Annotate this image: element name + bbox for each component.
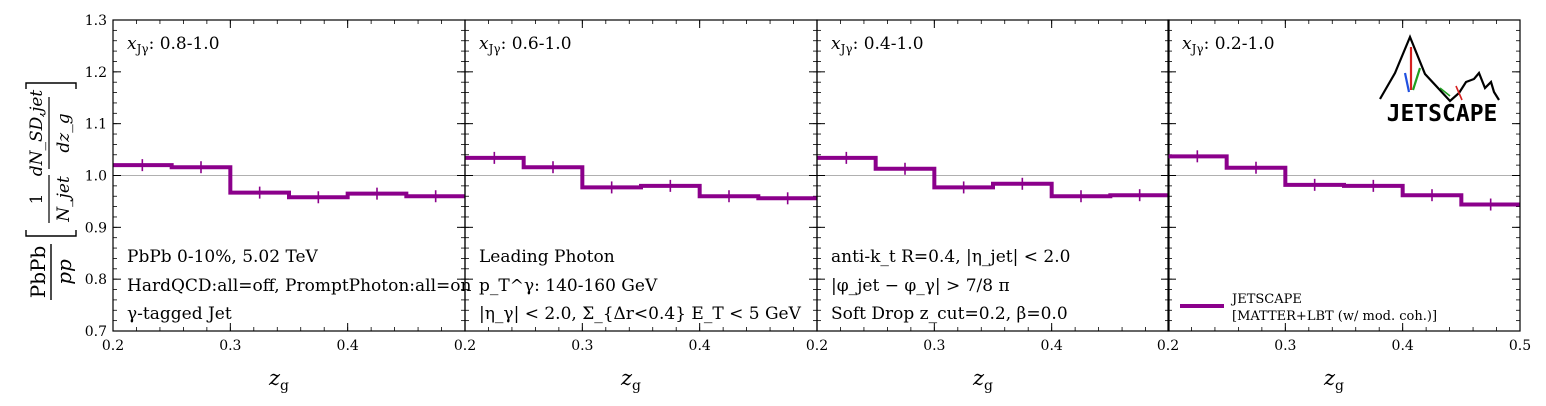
x-tick-label: 0.3 <box>1274 338 1296 354</box>
annotation: γ-tagged Jet <box>127 304 232 324</box>
x-tick-label: 0.4 <box>1041 338 1063 354</box>
x-tick-label: 0.2 <box>102 338 124 354</box>
logo-small-green <box>1439 87 1451 97</box>
y-axis-label: PbPb pp 1 N_jet dN_SD,jet dz_g <box>25 82 77 300</box>
annotation: |φ_jet − φ_γ| > 7/8 π <box>831 276 1010 296</box>
x-tick-label: 0.2 <box>806 338 828 354</box>
series-step-line <box>113 163 465 200</box>
y-tick-label: 1.2 <box>85 65 107 81</box>
x-tick-label: 0.4 <box>1392 338 1414 354</box>
ylabel-frac2-num: dN_SD,jet <box>27 90 47 177</box>
x-tick-label: 0.3 <box>923 338 945 354</box>
panel-label: xJγ: 0.6-1.0 <box>479 34 572 56</box>
annotation: Leading Photon <box>479 247 615 267</box>
panel-2: 0.2 0.3 0.4 zg xJγ: 0.6-1.0 Leading Photon p_T… <box>454 19 818 394</box>
logo-blue-track <box>1403 72 1411 93</box>
logo-small-red <box>1455 85 1463 101</box>
panels: 0.2 0.3 0.4 zg xJγ: 0.8-1.0 PbPb 0-10%, 5.02 … <box>85 13 1531 394</box>
ylabel-frac1-num: 1 <box>27 194 47 205</box>
panel-3: 0.2 0.3 0.4 zg xJγ: 0.4-1.0 anti-k_t R=0.4, |… <box>806 19 1170 394</box>
ylabel-left-bracket <box>25 230 77 237</box>
panel-label: xJγ: 0.2-1.0 <box>1182 34 1275 56</box>
legend-line1: JETSCAPE <box>1230 292 1302 307</box>
ylabel-frac2-den: dz_g <box>54 113 74 152</box>
y-tick-label: 0.8 <box>85 272 107 288</box>
x-tick-label: 0.2 <box>454 338 476 354</box>
panel-4: 0.2 0.3 0.4 0.5 zg xJγ: 0.2-1.0 <box>1157 19 1531 394</box>
ylabel-right-bracket <box>25 82 77 89</box>
annotation: Soft Drop z_cut=0.2, β=0.0 <box>831 304 1068 324</box>
y-tick-label: 1.1 <box>85 117 107 133</box>
x-tick-label: 0.4 <box>689 338 711 354</box>
x-axis-label: zg <box>620 366 641 394</box>
x-tick-label: 0.2 <box>1157 338 1179 354</box>
x-axis-label: zg <box>972 366 993 394</box>
y-tick-label: 0.9 <box>85 220 107 236</box>
panel-label: xJγ: 0.8-1.0 <box>127 34 220 56</box>
panel-label: xJγ: 0.4-1.0 <box>831 34 924 56</box>
series-step-line <box>465 155 817 201</box>
series-step-line <box>1168 154 1520 207</box>
annotation: HardQCD:all=off, PromptPhoton:all=on <box>127 276 472 296</box>
x-axis-label: zg <box>1323 366 1344 394</box>
x-tick-label: 0.5 <box>1509 338 1531 354</box>
logo-mountain <box>1379 34 1500 103</box>
annotation: anti-k_t R=0.4, |η_jet| < 2.0 <box>831 247 1070 267</box>
legend: JETSCAPE [MATTER+LBT (w/ mod. coh.)] <box>1180 292 1437 324</box>
logo-green-track <box>1411 67 1422 91</box>
panel-frame <box>1167 19 1521 332</box>
annotation: p_T^γ: 140-160 GeV <box>479 276 658 296</box>
y-tick-label: 1.3 <box>85 13 107 29</box>
panel-1: 0.2 0.3 0.4 zg xJγ: 0.8-1.0 PbPb 0-10%, 5.02 … <box>102 19 472 394</box>
annotation: |η_γ| < 2.0, Σ_{Δr<0.4} E_T < 5 GeV <box>479 304 802 324</box>
ylabel-ratio-den: pp <box>52 259 76 285</box>
ylabel-ratio-num: PbPb <box>26 246 50 299</box>
legend-line2: [MATTER+LBT (w/ mod. coh.)] <box>1232 309 1437 324</box>
y-tick-label: 0.7 <box>85 324 107 340</box>
x-axis-label: zg <box>268 366 289 394</box>
annotation: PbPb 0-10%, 5.02 TeV <box>127 247 319 267</box>
x-tick-label: 0.3 <box>571 338 593 354</box>
jetscape-logo: JETSCAPE <box>1379 34 1500 127</box>
y-tick-label: 1.0 <box>85 169 107 185</box>
series-step-line <box>817 155 1169 199</box>
x-tick-label: 0.3 <box>219 338 241 354</box>
ylabel-frac1-den: N_jet <box>54 176 74 223</box>
logo-text: JETSCAPE <box>1387 101 1498 127</box>
x-tick-label: 0.4 <box>337 338 359 354</box>
